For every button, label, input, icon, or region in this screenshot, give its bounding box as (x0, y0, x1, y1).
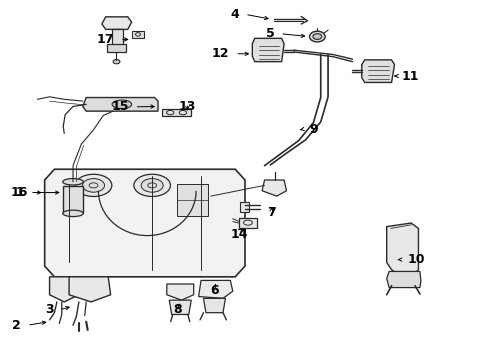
Polygon shape (45, 169, 245, 277)
Bar (107, 44, 126, 51)
Ellipse shape (313, 34, 322, 40)
Text: 7: 7 (268, 207, 276, 220)
Text: 13: 13 (179, 100, 196, 113)
Ellipse shape (310, 31, 325, 42)
Polygon shape (83, 98, 158, 111)
Text: 12: 12 (212, 47, 229, 60)
Polygon shape (169, 300, 191, 315)
Bar (132, 31, 144, 38)
Text: 3: 3 (45, 303, 53, 316)
Ellipse shape (113, 59, 120, 64)
Ellipse shape (141, 179, 163, 192)
Polygon shape (102, 17, 132, 30)
Polygon shape (49, 277, 79, 302)
Bar (63, 186, 83, 213)
Text: 11: 11 (401, 69, 419, 82)
Ellipse shape (82, 179, 104, 192)
Bar (239, 218, 257, 228)
Text: 14: 14 (231, 228, 248, 241)
Polygon shape (262, 180, 287, 196)
Text: 1: 1 (15, 186, 24, 199)
Text: 16: 16 (10, 186, 27, 199)
Text: 5: 5 (266, 27, 274, 40)
Ellipse shape (63, 179, 83, 185)
Polygon shape (387, 223, 418, 277)
Bar (176, 184, 208, 216)
Polygon shape (387, 271, 421, 288)
Polygon shape (362, 60, 394, 82)
Text: 9: 9 (310, 122, 318, 136)
Ellipse shape (134, 174, 171, 197)
Text: 6: 6 (210, 284, 219, 297)
Ellipse shape (75, 174, 112, 197)
Polygon shape (198, 280, 233, 298)
Ellipse shape (63, 210, 83, 217)
Polygon shape (69, 277, 111, 302)
Bar (240, 202, 249, 212)
Ellipse shape (112, 100, 132, 109)
Text: 10: 10 (407, 253, 425, 266)
Bar (162, 109, 191, 116)
Polygon shape (252, 39, 284, 62)
Text: 4: 4 (230, 8, 239, 21)
Text: 17: 17 (97, 33, 114, 46)
Text: 8: 8 (173, 303, 182, 316)
Polygon shape (167, 284, 194, 300)
Text: 15: 15 (111, 100, 129, 113)
Polygon shape (203, 298, 225, 313)
Bar (112, 30, 123, 49)
Text: 2: 2 (12, 319, 21, 332)
